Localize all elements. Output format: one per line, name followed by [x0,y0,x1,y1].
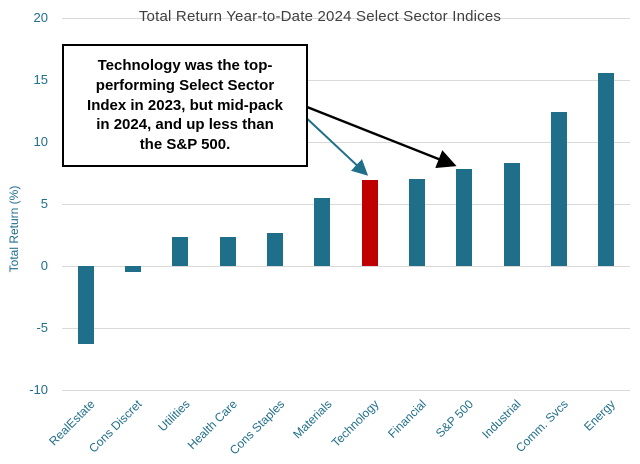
gridline [62,265,630,267]
x-tick-label: Utilities [154,397,193,435]
y-tick-label: 10 [33,134,48,149]
bar-comm-svcs [551,112,567,266]
bar-technology [361,180,378,266]
bar-utilities [172,237,189,266]
y-tick-label: 5 [40,196,48,211]
y-tick-label: -5 [36,320,48,335]
chart-title: Total Return Year-to-Date 2024 Select Se… [138,8,502,25]
x-tick-label: Technology [328,397,382,450]
gridline [62,203,630,205]
x-tick-label: Energy [581,397,619,434]
annotation-arrow [299,111,369,176]
bar-cons-staples [267,232,283,266]
bar-energy [598,72,615,266]
y-tick-label: 20 [33,10,48,25]
y-tick-label: 0 [40,258,48,273]
bar-s-p-500 [456,169,473,266]
bar-health-care [219,237,236,266]
bar-cons-discret [125,266,141,273]
bar-industrial [503,163,520,266]
annotation-arrow [301,103,457,169]
annotation-text: Technology was the top- performing Selec… [87,57,283,154]
gridline [62,79,630,81]
gridline [62,327,630,329]
x-tick-label: S&P 500 [432,397,477,441]
y-tick-label: 15 [33,72,48,87]
gridline [62,389,630,391]
annotation-box: Technology was the top- performing Selec… [62,44,308,167]
x-tick-label: Industrial [479,397,524,442]
bar-financial [409,179,425,266]
x-tick-label: Materials [289,397,335,442]
bar-materials [314,197,331,266]
x-tick-label: Financial [385,397,429,441]
y-tick-label: -10 [29,382,48,397]
y-axis-title: Total Return (%) [7,185,21,273]
gridline [62,17,630,19]
bar-realestate [77,266,94,345]
